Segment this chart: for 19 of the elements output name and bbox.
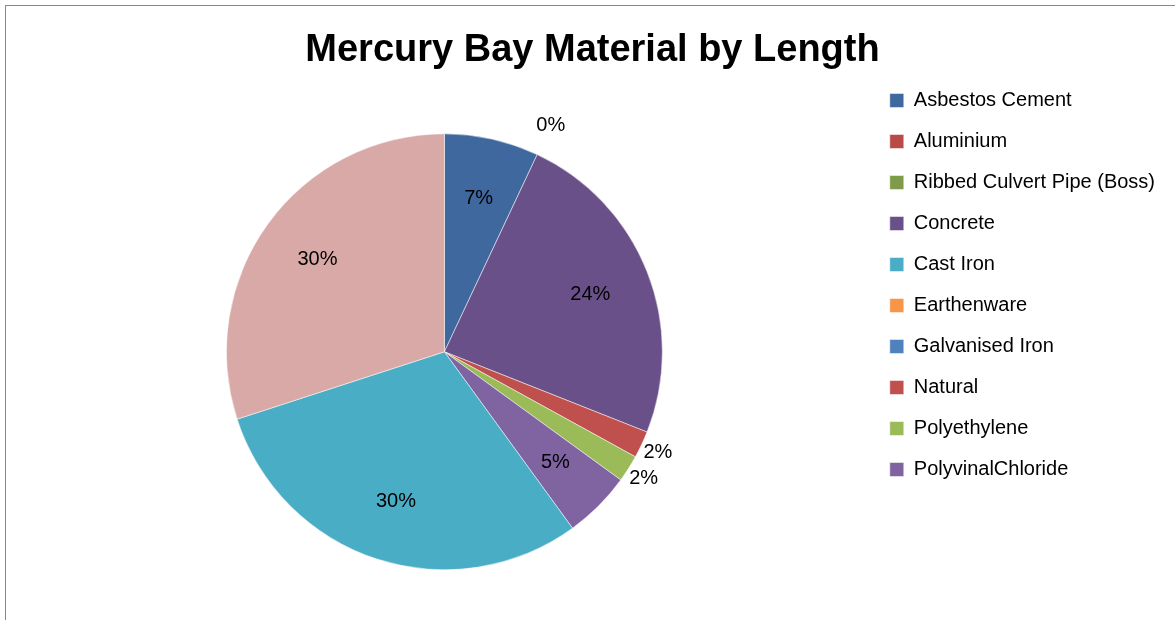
data-label: 2%: [643, 439, 673, 462]
legend-label: Ribbed Culvert Pipe (Boss): [913, 170, 1156, 193]
data-label: 7%: [464, 186, 494, 209]
legend-label: Earthenware: [913, 293, 1028, 316]
data-label: 30%: [297, 247, 338, 270]
legend-label: Polyethylene: [913, 416, 1029, 439]
legend-label: Concrete: [913, 211, 995, 234]
legend-label: Galvanised Iron: [913, 334, 1054, 357]
data-label: 5%: [540, 450, 571, 473]
legend-label: Natural: [913, 375, 979, 398]
legend-label: Asbestos Cement: [913, 88, 1073, 111]
legend-label: PolyvinalChloride: [913, 457, 1069, 480]
data-label: 24%: [570, 281, 611, 304]
text: 0%: [536, 113, 566, 136]
chart-title: Mercury Bay Material by Length: [305, 27, 880, 70]
legend-label: Aluminium: [913, 129, 1008, 152]
legend-label: Cast Iron: [913, 252, 995, 275]
data-label: 2%: [629, 465, 659, 488]
data-label: 30%: [375, 488, 417, 511]
